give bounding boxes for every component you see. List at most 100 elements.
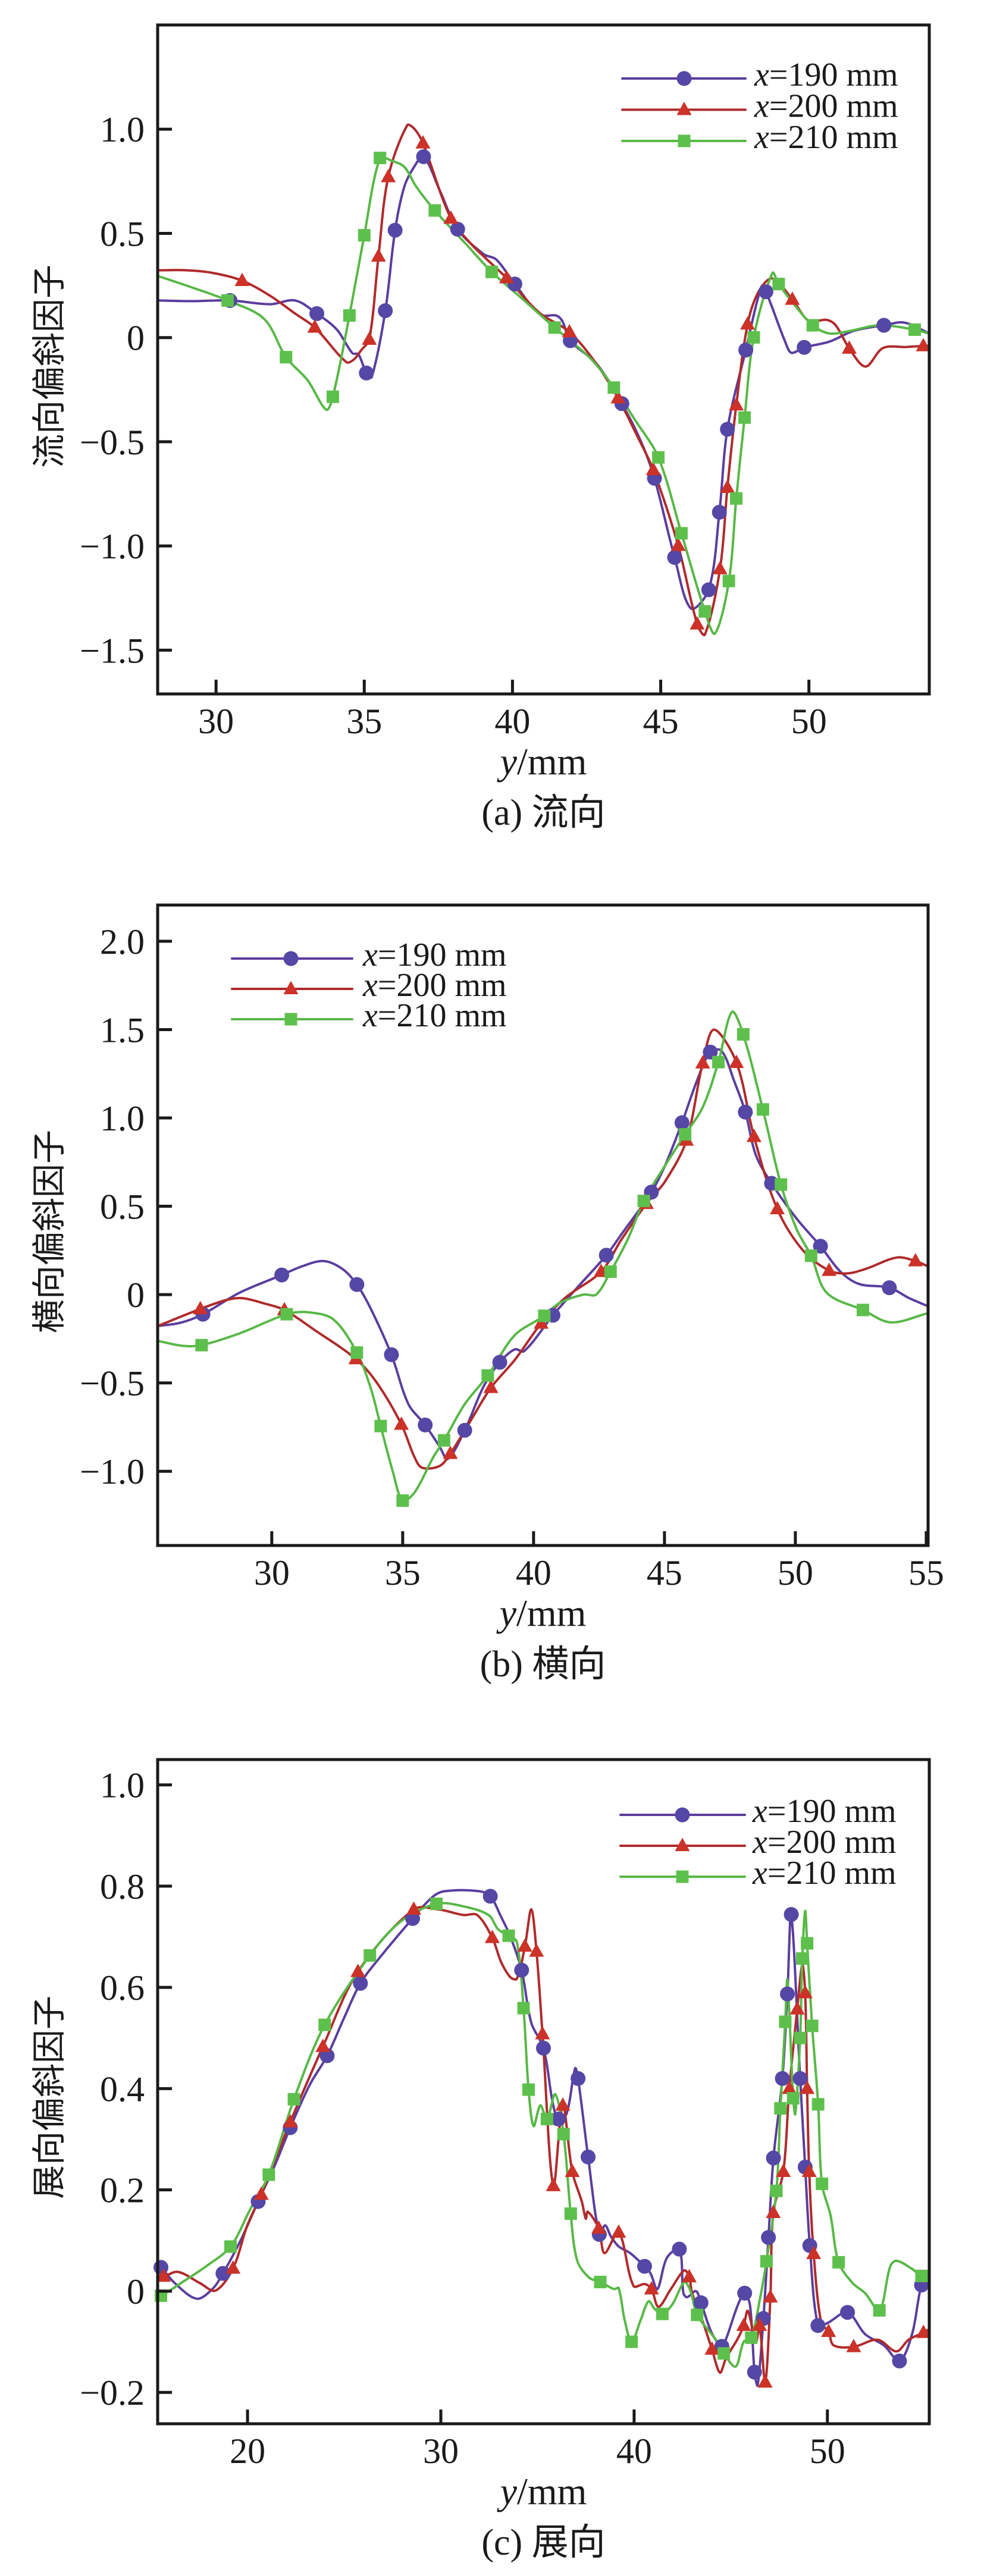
data-point-x-210-mm xyxy=(772,278,785,291)
series-markers-x-200-mm xyxy=(156,1901,931,2388)
data-point-x-200-mm xyxy=(394,1416,409,1430)
x-tick-label: 50 xyxy=(778,1553,813,1592)
data-point-x-200-mm xyxy=(499,269,514,284)
data-point-x-210-mm xyxy=(374,1419,387,1432)
data-point-x-200-mm xyxy=(800,2080,815,2094)
x-axis-label: y/mm xyxy=(496,1592,587,1634)
data-point-x-200-mm xyxy=(610,389,626,404)
data-point-x-200-mm xyxy=(443,1446,458,1459)
data-point-x-200-mm xyxy=(712,561,728,574)
legend-label: x=200 mm xyxy=(362,967,507,1004)
legend-label: x=210 mm xyxy=(362,997,507,1034)
data-point-x-200-mm xyxy=(797,1984,813,1999)
legend-item-x-190-mm: x=190 mm xyxy=(621,56,898,93)
data-point-x-200-mm xyxy=(443,210,459,224)
series-markers-x-210-mm xyxy=(221,152,922,618)
legend-label-variable: x xyxy=(362,997,378,1034)
data-point-x-190-mm xyxy=(775,2071,790,2086)
data-point-x-210-mm xyxy=(318,2018,331,2031)
y-tick-label: −1.0 xyxy=(80,1452,145,1491)
data-point-x-210-mm xyxy=(691,2308,704,2321)
data-point-x-190-mm xyxy=(153,2260,169,2275)
data-point-x-190-mm xyxy=(353,1975,368,1991)
series-markers-x-210-mm xyxy=(155,1898,928,2360)
data-point-x-190-mm xyxy=(637,2258,652,2274)
x-tick-label: 35 xyxy=(385,1553,421,1592)
x-axis: 30 35 40 45 50 55 xyxy=(254,1531,944,1592)
x-tick-label: 50 xyxy=(810,2432,845,2471)
data-point-x-210-mm xyxy=(540,2112,553,2125)
y-tick-label: 0 xyxy=(127,319,145,358)
plot-frame xyxy=(156,903,930,1547)
data-point-x-200-mm xyxy=(720,479,735,494)
legend-label-value: =210 mm xyxy=(767,1855,897,1892)
data-point-x-200-mm xyxy=(763,2289,778,2303)
data-point-x-210-mm xyxy=(287,2093,300,2106)
legend-label: x=190 mm xyxy=(752,1793,897,1830)
data-point-x-200-mm xyxy=(193,1300,208,1315)
y-tick-label: 1.0 xyxy=(100,110,145,149)
data-point-x-200-mm xyxy=(757,2374,773,2388)
legend-label: x=190 mm xyxy=(362,937,507,973)
data-point-x-200-mm xyxy=(822,1262,837,1276)
data-point-x-210-mm xyxy=(594,2276,607,2289)
data-point-x-210-mm xyxy=(806,2019,819,2032)
data-point-x-210-mm xyxy=(280,351,293,364)
data-point-x-190-mm xyxy=(701,582,716,598)
data-point-x-210-mm xyxy=(481,1369,494,1382)
legend-label-value: =210 mm xyxy=(378,997,507,1034)
data-point-x-200-mm xyxy=(690,616,705,630)
data-point-x-210-mm xyxy=(485,265,499,278)
series-line-x-210-mm xyxy=(158,1010,928,1503)
data-point-x-210-mm xyxy=(770,2184,783,2197)
data-point-x-200-mm xyxy=(916,2324,931,2338)
data-point-x-210-mm xyxy=(675,527,688,540)
plot-frame xyxy=(156,1758,931,2426)
data-point-x-200-mm xyxy=(670,537,686,551)
data-point-x-200-mm xyxy=(406,1901,421,1915)
data-point-x-190-mm xyxy=(378,303,393,318)
data-point-x-200-mm xyxy=(350,1964,366,1977)
data-point-x-210-mm xyxy=(745,2331,758,2344)
data-point-x-210-mm xyxy=(350,1346,363,1359)
data-point-x-190-mm xyxy=(737,2285,753,2301)
data-point-x-210-mm xyxy=(774,2102,787,2115)
data-point-x-200-mm xyxy=(644,2281,659,2295)
y-tick-label: 0.5 xyxy=(100,1188,145,1227)
data-point-x-200-mm xyxy=(483,1380,499,1393)
legend-label-variable: x xyxy=(752,1824,767,1861)
x-tick-label: 30 xyxy=(423,2432,459,2471)
data-point-x-210-mm xyxy=(738,411,751,424)
data-point-x-200-mm xyxy=(362,331,377,345)
data-point-x-190-mm xyxy=(274,1267,290,1283)
data-point-x-200-mm xyxy=(736,2317,751,2331)
x-axis: 30 35 40 45 50 xyxy=(198,680,827,741)
legend-marker-circle xyxy=(676,71,692,86)
data-point-x-210-mm xyxy=(517,2002,530,2015)
y-tick-label: 1.0 xyxy=(100,1766,145,1805)
data-point-x-210-mm xyxy=(811,2098,825,2111)
y-tick-label: 0.8 xyxy=(100,1867,145,1906)
data-point-x-190-mm xyxy=(349,1277,365,1292)
legend-label-value: =190 mm xyxy=(378,937,507,973)
data-point-x-200-mm xyxy=(307,319,322,333)
series-markers-x-190-mm xyxy=(153,1889,929,2380)
series-lines xyxy=(158,123,929,637)
data-point-x-210-mm xyxy=(756,1103,769,1116)
data-point-x-190-mm xyxy=(405,1911,421,1926)
legend-label-variable: x xyxy=(754,88,769,125)
data-point-x-210-mm xyxy=(652,451,665,464)
panel-caption: (b) 横向 xyxy=(480,1644,606,1685)
legend-label-value: =190 mm xyxy=(769,56,898,93)
data-point-x-210-mm xyxy=(437,1434,450,1447)
data-point-x-190-mm xyxy=(359,365,374,381)
data-point-x-200-mm xyxy=(484,1930,500,1943)
series-markers-x-190-mm xyxy=(223,149,892,598)
legend-label-value: =200 mm xyxy=(767,1824,897,1861)
data-point-x-190-mm xyxy=(712,504,727,520)
data-point-x-200-mm xyxy=(770,1201,785,1215)
data-point-x-200-mm xyxy=(695,1055,710,1069)
data-point-x-210-mm xyxy=(557,2128,570,2141)
data-point-x-210-mm xyxy=(430,1898,443,1911)
